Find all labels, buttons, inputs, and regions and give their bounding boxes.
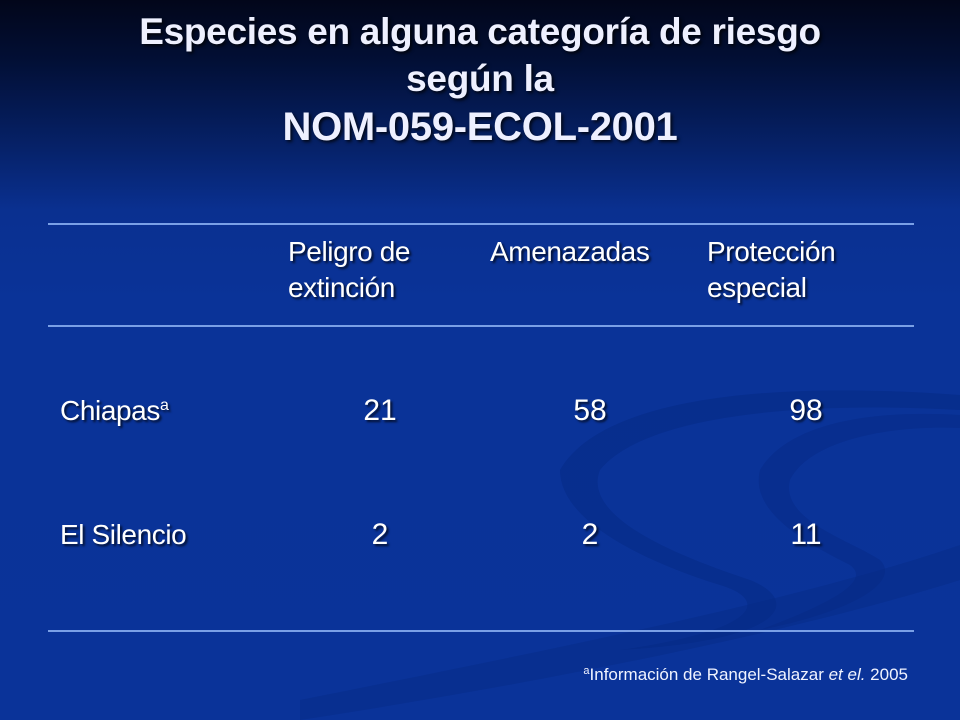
table-cell: 21 bbox=[363, 394, 397, 427]
slide-title: Especies en alguna categoría de riesgo s… bbox=[0, 8, 960, 152]
column-header-peligro-de-extincion: Peligro de extinción bbox=[288, 234, 410, 306]
row-label-chiapas: Chiapasa bbox=[60, 394, 169, 428]
title-line-1: Especies en alguna categoría de riesgo bbox=[139, 11, 821, 52]
table-cell: 2 bbox=[371, 518, 389, 551]
footnote-citation: aInformación de Rangel-Salazar et el. 20… bbox=[583, 664, 908, 686]
column-header-line: Protección bbox=[707, 236, 836, 267]
table-cell: 2 bbox=[581, 518, 599, 551]
footnote-marker: a bbox=[583, 665, 590, 677]
table-cell: 58 bbox=[573, 394, 607, 427]
row-label-text: Chiapas bbox=[60, 395, 160, 426]
column-header-amenazadas: Amenazadas bbox=[490, 234, 650, 270]
footnote-text: Información de Rangel-Salazar bbox=[589, 665, 829, 684]
column-header-line: especial bbox=[707, 272, 807, 303]
row-label-text: El Silencio bbox=[60, 519, 187, 550]
table-header-rule bbox=[48, 325, 914, 327]
table-top-rule bbox=[48, 223, 914, 225]
title-line-3: NOM-059-ECOL-2001 bbox=[282, 105, 678, 149]
footnote-italic: et el. bbox=[828, 665, 866, 684]
column-header-line: extinción bbox=[288, 272, 395, 303]
column-header-proteccion-especial: Protección especial bbox=[707, 234, 836, 306]
row-label-superscript: a bbox=[159, 397, 169, 414]
column-header-line: Peligro de bbox=[288, 236, 411, 267]
table-cell: 11 bbox=[790, 518, 822, 551]
table-cell: 98 bbox=[789, 394, 823, 427]
column-header-line: Amenazadas bbox=[490, 236, 650, 267]
title-line-2: según la bbox=[406, 58, 554, 99]
row-label-el-silencio: El Silencio bbox=[60, 518, 187, 552]
footnote-year: 2005 bbox=[865, 665, 908, 684]
table-bottom-rule bbox=[48, 630, 914, 632]
